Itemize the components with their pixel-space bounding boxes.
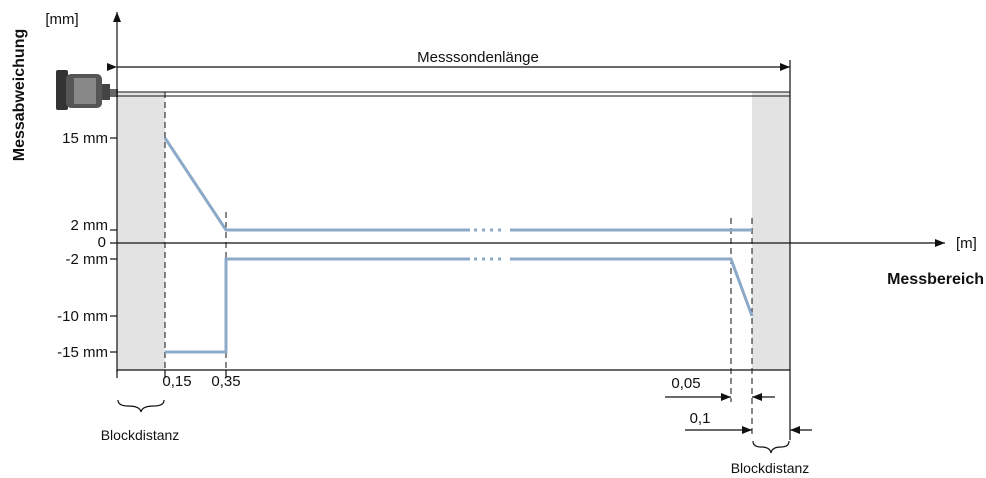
tolerance-curves <box>163 137 754 354</box>
y-tick-label: -10 mm <box>57 308 108 325</box>
y-tick-label: -2 mm <box>66 251 109 268</box>
block-distance: Blockdistanz <box>731 460 810 476</box>
brace <box>752 440 790 454</box>
brace <box>117 399 165 413</box>
x-unit: [m] <box>956 235 977 252</box>
y-tick-label: -15 mm <box>57 344 108 361</box>
block-distance: Blockdistanz <box>101 427 180 443</box>
y-tick-label: 15 mm <box>62 130 108 147</box>
y-tick-label: 2 mm <box>71 217 109 234</box>
x-tick-label: 0,15 <box>162 373 191 390</box>
y-tick-label: 0 <box>98 234 106 251</box>
dimension-label: 0,05 <box>671 375 700 392</box>
block-zone-left <box>117 92 165 370</box>
probe-length: Messsondenlänge <box>417 49 539 66</box>
x-tick-label: 0,35 <box>211 373 240 390</box>
y-label: Messabweichung <box>11 29 28 161</box>
x-ticks <box>116 370 227 378</box>
y-ticks <box>110 137 117 353</box>
block-zone-right <box>752 92 790 370</box>
dimension-label: 0,1 <box>690 410 711 427</box>
x-label: Messbereich <box>887 271 984 288</box>
y-unit: [mm] <box>45 11 78 28</box>
probe <box>56 70 790 110</box>
